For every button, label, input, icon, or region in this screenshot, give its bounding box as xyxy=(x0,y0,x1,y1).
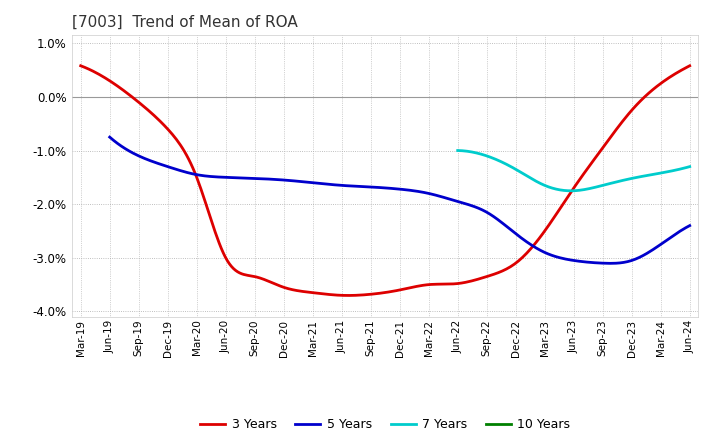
Legend: 3 Years, 5 Years, 7 Years, 10 Years: 3 Years, 5 Years, 7 Years, 10 Years xyxy=(195,413,575,436)
Text: [7003]  Trend of Mean of ROA: [7003] Trend of Mean of ROA xyxy=(72,15,298,30)
